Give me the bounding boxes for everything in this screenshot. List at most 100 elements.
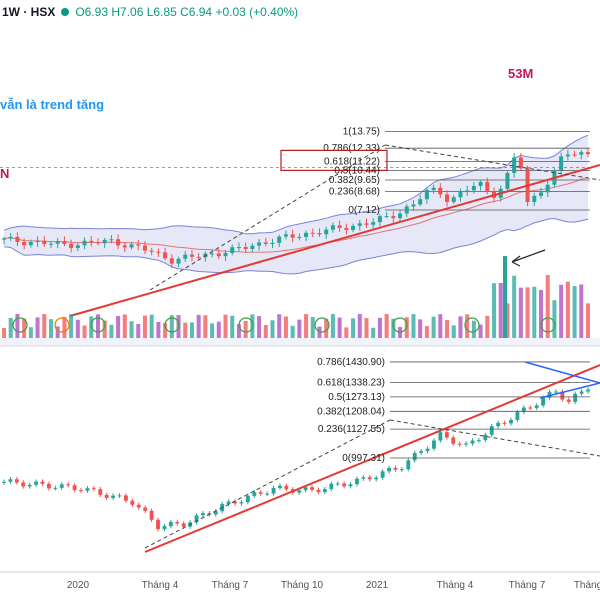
index-candle-body	[438, 432, 443, 441]
fib-label-bottom: 0(997.31)	[342, 453, 385, 464]
candle-body	[156, 251, 161, 253]
candle-body	[572, 154, 577, 156]
x-tick-label: Tháng 10	[281, 580, 324, 591]
index-candle-body	[175, 521, 180, 524]
candle-body	[95, 241, 100, 244]
volume-bar	[82, 325, 87, 338]
volume-bar	[512, 275, 517, 338]
candle-body	[129, 244, 134, 248]
index-candle-body	[66, 484, 71, 486]
top-price-chart	[0, 130, 600, 347]
index-candle-body	[46, 483, 51, 489]
index-candle-body	[496, 422, 501, 427]
fib-label-top: 0.786(12.33)	[323, 143, 380, 154]
volume-bar	[236, 324, 241, 338]
index-candle-body	[265, 493, 270, 495]
index-candle-body	[419, 451, 424, 453]
volume-bar	[283, 316, 288, 338]
candle-body	[424, 190, 429, 200]
volume-bar	[310, 317, 315, 338]
candle-body	[512, 157, 517, 173]
volume-bar	[471, 320, 476, 338]
candle-body	[116, 239, 121, 246]
volume-bar	[538, 290, 544, 338]
candle-body	[28, 241, 33, 246]
index-candle-body	[367, 477, 372, 480]
x-tick-label: 2021	[366, 580, 389, 591]
volume-bar	[189, 322, 194, 338]
trend-note: vẫn là trend tăng	[0, 97, 104, 112]
volume-bar	[438, 314, 443, 338]
volume-bar	[505, 303, 510, 338]
volume-bar	[351, 318, 356, 338]
fib-label-top: 0.618(11.22)	[324, 156, 380, 167]
volume-bar	[257, 316, 262, 338]
volume-bar	[102, 320, 107, 338]
fib-dash-right-bottom	[389, 419, 600, 457]
volume-bar	[116, 315, 121, 338]
index-candle-body	[34, 481, 39, 485]
candle-body	[532, 195, 537, 203]
candle-body	[438, 187, 443, 195]
volume-bar	[216, 321, 221, 338]
symbol-label[interactable]: 1W · HSX	[2, 5, 56, 19]
candle-body	[445, 194, 450, 202]
candle-body	[471, 185, 476, 191]
index-candle-body	[14, 479, 19, 483]
volume-bar	[142, 315, 147, 338]
fib-label-top: 0.236(8.68)	[329, 186, 380, 197]
index-candle-body	[258, 492, 263, 494]
volume-bar	[478, 324, 483, 338]
index-candle-body	[502, 422, 507, 424]
volume-bar	[28, 327, 33, 338]
index-candle-body	[59, 484, 64, 488]
candle-body	[384, 216, 389, 218]
candle-body	[270, 242, 275, 244]
fib-label-bottom: 0.382(1208.04)	[317, 406, 385, 417]
index-candle-body	[233, 501, 237, 504]
candle-body	[458, 192, 463, 198]
volume-bar	[8, 317, 13, 338]
index-candle-body	[348, 484, 353, 487]
index-candle-body	[117, 495, 122, 497]
candle-body	[418, 199, 423, 205]
bollinger-basis	[3, 176, 589, 253]
volume-bar	[418, 319, 423, 338]
x-tick-label: 2020	[67, 580, 90, 591]
bollinger-upper	[3, 134, 589, 235]
candle-body	[22, 241, 27, 246]
volume-bar	[163, 323, 168, 338]
index-candle-body	[53, 487, 58, 489]
candle-body	[391, 216, 396, 219]
volume-bar	[552, 300, 557, 338]
index-candle-body	[297, 490, 302, 493]
volume-bar	[95, 314, 100, 338]
volume-bar	[122, 314, 127, 338]
event-marker	[314, 317, 330, 333]
candle-body	[290, 234, 295, 238]
candle-body	[478, 181, 483, 186]
index-candle-body	[412, 452, 417, 461]
candle-body	[210, 253, 215, 255]
index-candle-body	[98, 489, 103, 495]
index-candle-body	[40, 481, 45, 484]
index-candle-body	[586, 389, 590, 392]
candle-body	[55, 241, 60, 244]
ohlc-readout: O6.93 H7.06 L6.85 C6.94 +0.03 (+0.40%)	[75, 5, 299, 19]
index-candle-body	[226, 501, 231, 505]
candle-body	[69, 243, 74, 248]
index-candle-body	[85, 488, 90, 491]
index-candle-body	[476, 440, 481, 442]
candle-body	[304, 232, 309, 238]
index-candle-body	[566, 399, 571, 402]
candle-body	[89, 240, 94, 242]
index-candle-body	[201, 513, 205, 516]
volume-bar	[42, 314, 47, 338]
candle-body	[337, 225, 342, 228]
trendline-top	[69, 164, 600, 317]
index-candle-body	[239, 502, 244, 504]
candle-body	[357, 223, 362, 226]
volume-bar	[498, 282, 503, 338]
index-candle-body	[387, 467, 391, 472]
